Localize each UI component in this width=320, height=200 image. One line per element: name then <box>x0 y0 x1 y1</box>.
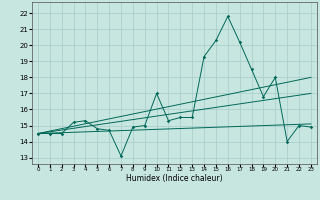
X-axis label: Humidex (Indice chaleur): Humidex (Indice chaleur) <box>126 174 223 183</box>
